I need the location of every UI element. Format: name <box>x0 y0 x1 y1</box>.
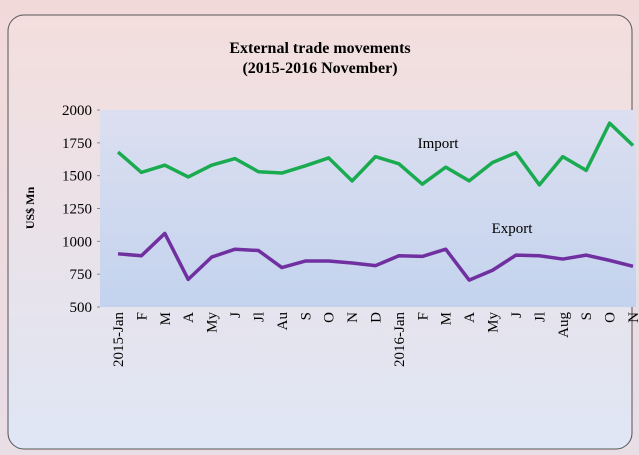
y-axis-label: US$ Mn <box>23 187 37 230</box>
x-tick-label: My <box>486 312 502 333</box>
x-tick-label: O <box>322 312 338 323</box>
x-tick-label: M <box>439 312 455 325</box>
x-tick-label: Au <box>275 312 291 331</box>
y-tick-label: 1250 <box>62 202 92 218</box>
x-tick-label: J <box>228 312 244 318</box>
y-tick-label: 1500 <box>62 169 92 185</box>
y-tick-label: 1750 <box>62 136 92 152</box>
x-tick-label: O <box>603 312 619 323</box>
x-tick-label: S <box>579 312 595 320</box>
x-tick-label: D <box>369 312 385 323</box>
x-tick-label: Jl <box>251 312 267 322</box>
series-annotation: Export <box>492 221 534 237</box>
x-tick-label: N <box>626 312 639 323</box>
chart-title: External trade movements <box>229 40 410 57</box>
x-tick-label: A <box>181 312 197 323</box>
x-tick-label: S <box>298 312 314 320</box>
series-line <box>117 231 634 282</box>
x-tick-label: A <box>462 312 478 323</box>
y-tick-label: 750 <box>70 267 93 283</box>
x-tick-label: Aug <box>556 312 572 338</box>
x-tick-label: F <box>134 312 150 320</box>
y-tick-label: 1000 <box>62 234 92 250</box>
x-tick-label: F <box>415 312 431 320</box>
x-tick-label: M <box>158 312 174 325</box>
series-line <box>116 121 635 187</box>
series-annotation: Import <box>418 136 460 152</box>
x-tick-label: My <box>205 312 221 333</box>
x-tick-label: Jl <box>532 312 548 322</box>
x-tick-label: N <box>345 312 361 323</box>
chart-subtitle: (2015-2016 November) <box>242 60 397 77</box>
x-tick-label: 2016-Jan <box>392 312 408 367</box>
x-tick-label: 2015-Jan <box>111 312 127 367</box>
y-tick-label: 2000 <box>62 103 92 119</box>
x-tick-label: J <box>509 312 525 318</box>
plot-area <box>100 110 636 307</box>
y-tick-label: 500 <box>70 300 93 316</box>
